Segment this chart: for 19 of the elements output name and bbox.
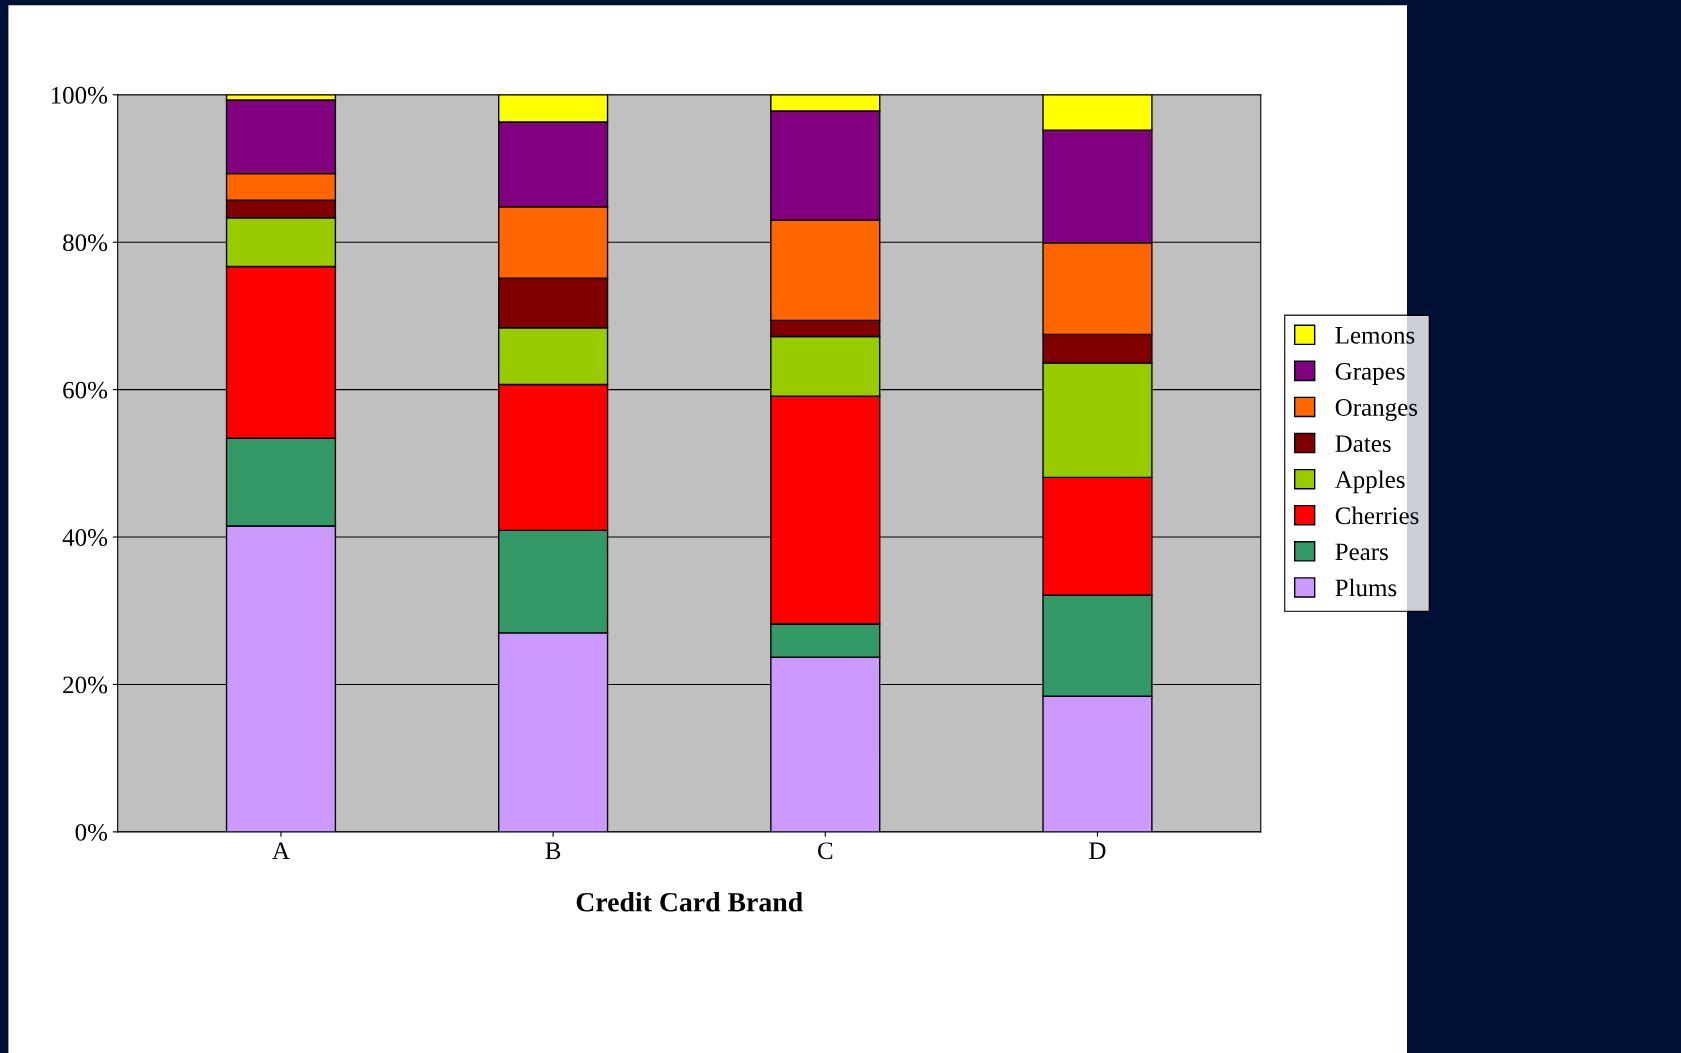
- y-tick-label: 100%: [51, 86, 108, 104]
- legend-label: Lemons: [1335, 327, 1415, 344]
- legend-label: Pears: [1335, 543, 1388, 561]
- legend-label: Apples: [1334, 470, 1405, 494]
- legend-label: Oranges: [1335, 399, 1418, 422]
- y-tick-label: 0%: [75, 823, 108, 841]
- x-tick-label: A: [272, 842, 290, 859]
- legend-label: Cherries: [1335, 506, 1419, 525]
- y-tick-label: 60%: [63, 381, 108, 399]
- x-tick-label: C: [817, 842, 833, 860]
- y-tick-label: 80%: [63, 234, 108, 252]
- x-tick-label: D: [1089, 842, 1106, 859]
- legend-label: Grapes: [1335, 363, 1405, 385]
- legend-label: Plums: [1335, 578, 1397, 597]
- y-tick-label: 40%: [62, 529, 108, 547]
- x-axis-title: Credit Card Brand: [576, 892, 803, 912]
- y-tick-label: 20%: [63, 676, 108, 694]
- legend-label: Dates: [1335, 435, 1391, 453]
- x-tick-label: B: [545, 842, 561, 860]
